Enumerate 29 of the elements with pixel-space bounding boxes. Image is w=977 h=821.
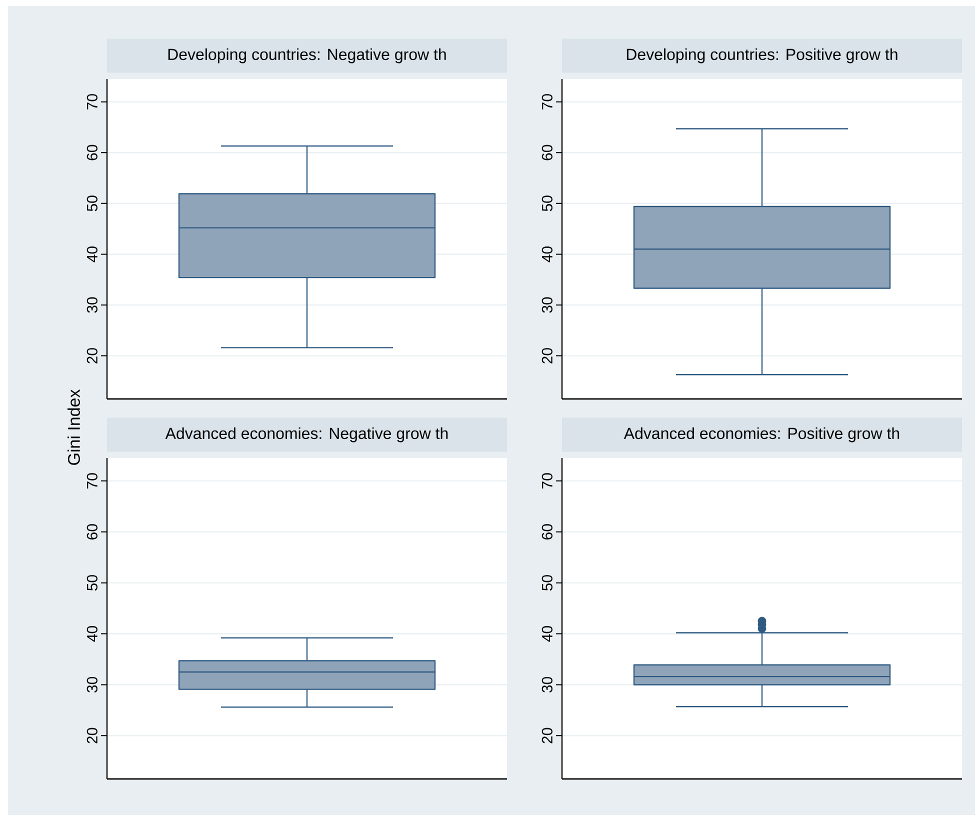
y-tick-label: 70 xyxy=(542,94,552,110)
y-tick-label: 40 xyxy=(86,246,98,262)
y-tick-label: 50 xyxy=(542,196,552,212)
y-tick-label: 30 xyxy=(542,297,552,313)
y-tick-label: 60 xyxy=(86,144,98,160)
y-tick-label: 50 xyxy=(542,575,552,591)
y-tick-label: 60 xyxy=(86,524,98,540)
y-tick-label: 20 xyxy=(542,728,552,744)
y-tick-label: 30 xyxy=(86,297,98,313)
y-tick-label: 70 xyxy=(86,473,98,488)
y-tick-label: 70 xyxy=(86,94,98,110)
y-tick-label: 20 xyxy=(86,348,98,364)
y-tick-label: 30 xyxy=(542,676,552,692)
y-tick-label: 50 xyxy=(86,196,98,212)
y-tick-label: 50 xyxy=(86,575,98,591)
chart-title: Advanced economies: Positive grow th xyxy=(624,427,900,442)
y-tick-label: 60 xyxy=(542,524,552,540)
y-tick-label: 20 xyxy=(86,728,98,744)
y-tick-label: 40 xyxy=(542,626,552,642)
y-tick-label: 30 xyxy=(86,676,98,692)
chart-title: Advanced economies: Negative grow th xyxy=(165,427,448,442)
chart-title: Developing countries: Positive grow th xyxy=(626,48,898,64)
chart-title: Developing countries: Negative grow th xyxy=(168,48,446,64)
y-tick-label: 40 xyxy=(86,626,98,642)
y-tick-label: 70 xyxy=(542,473,552,488)
y-tick-label: 60 xyxy=(542,144,552,160)
y-tick-label: 20 xyxy=(542,348,552,364)
y-axis-title: Gini Index xyxy=(68,389,80,465)
y-tick-label: 40 xyxy=(542,246,552,262)
